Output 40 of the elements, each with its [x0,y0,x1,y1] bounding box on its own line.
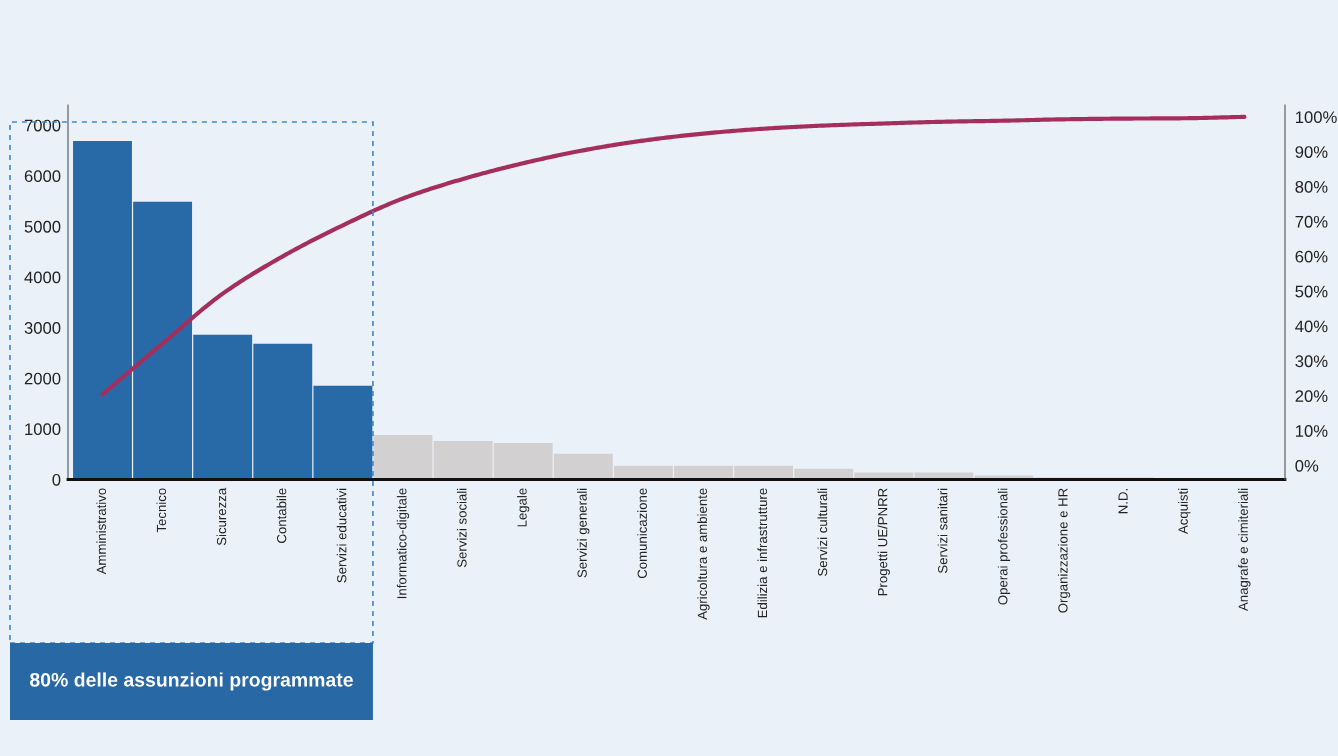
y-tick-label: 0 [52,473,61,486]
y-tick-label: 6000 [24,170,61,183]
y2-tick-label: 70% [1295,215,1328,228]
y2-tick-label: 90% [1295,146,1328,158]
y-tick-label: 2000 [24,372,61,385]
x-tick-label: Contabile [276,488,287,543]
y-tick-label: 4000 [24,271,61,284]
y2-tick-label: 30% [1295,355,1328,368]
y2-tick-label: 40% [1295,320,1328,333]
x-tick-label: Legale [517,488,530,527]
y-tick-label: 7000 [24,119,61,132]
y2-tick-label: 80% [1295,181,1328,193]
x-tick-label: Servizi educativi [336,488,347,583]
x-tick-label: Anagrafe e cimiteriali [1238,488,1251,611]
x-tick-label: Acquisti [1178,488,1191,535]
x-tick-label: Informatico-digitale [396,488,410,599]
x-tick-label: Sicurezza [216,487,227,546]
x-tick-label: Servizi culturali [817,488,828,576]
x-tick-label: Agricoltura e ambiente [697,488,710,620]
y-tick-label: 3000 [24,322,61,334]
x-tick-label: Servizi generali [577,488,590,578]
x-tick-label: Comunicazione [637,488,647,579]
text: 80% delle assunzioni programmate [30,672,353,691]
y2-tick-label: 100% [1295,111,1337,124]
x-tick-label: N.D. [1118,489,1128,514]
y2-tick-label: 50% [1295,285,1328,298]
y2-tick-label: 0% [1295,459,1319,472]
y-tick-label: 1000 [25,423,61,436]
x-tick-label: Organizzazione e HR [1057,488,1071,613]
x-tick-label: Operai professionali [997,488,1011,605]
y-tick-label: 5000 [24,220,61,233]
x-tick-label: Progetti UE/PNRR [877,488,890,596]
x-tick-label: Edilizia e infrastrutture [757,488,768,618]
y2-tick-label: 10% [1295,425,1328,437]
x-tick-label: Servizi sanitari [937,488,948,574]
y2-tick-label: 60% [1295,250,1328,263]
x-tick-label: Tecnico [156,488,167,533]
x-tick-label: Amministrativo [96,488,107,575]
x-tick-label: Servizi sociali [456,488,467,568]
y2-tick-label: 20% [1295,390,1328,403]
